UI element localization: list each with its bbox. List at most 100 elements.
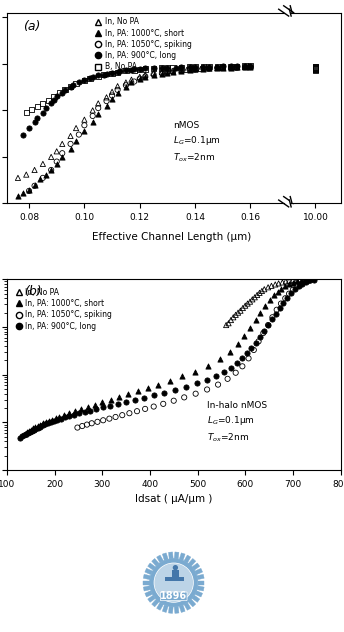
Point — [165, 63, 170, 73]
Point — [313, 63, 318, 73]
Point — [228, 315, 234, 325]
Point — [247, 296, 253, 307]
Point — [73, 123, 79, 133]
Point — [96, 70, 101, 80]
Point — [68, 131, 73, 141]
Point — [142, 72, 148, 82]
Point — [48, 417, 53, 427]
Point — [96, 109, 101, 119]
Point — [23, 169, 29, 179]
Point — [165, 67, 170, 77]
Point — [251, 345, 257, 355]
Point — [96, 99, 101, 109]
Point — [118, 66, 123, 76]
Point — [42, 419, 48, 429]
Point — [215, 61, 220, 71]
Point — [123, 80, 129, 90]
Polygon shape — [174, 606, 179, 614]
Polygon shape — [162, 553, 168, 561]
Point — [201, 61, 206, 71]
Point — [183, 382, 189, 392]
Point — [32, 181, 37, 191]
Point — [300, 279, 305, 289]
Polygon shape — [145, 591, 153, 597]
Point — [286, 276, 292, 286]
Point — [278, 298, 284, 308]
Point — [62, 85, 68, 95]
Point — [68, 82, 73, 92]
Point — [313, 63, 318, 73]
Point — [33, 422, 38, 432]
Point — [165, 66, 170, 76]
Point — [137, 64, 142, 75]
Point — [206, 61, 212, 71]
Point — [137, 64, 142, 74]
Point — [220, 63, 226, 73]
Point — [313, 65, 318, 75]
Point — [142, 404, 148, 414]
Point — [302, 275, 307, 285]
Point — [26, 123, 32, 133]
Point — [151, 401, 157, 411]
Polygon shape — [143, 574, 151, 580]
Point — [123, 77, 129, 87]
Polygon shape — [192, 563, 200, 570]
Point — [45, 418, 51, 428]
Point — [234, 62, 239, 72]
Point — [172, 385, 178, 395]
Point — [283, 276, 289, 286]
Point — [286, 289, 292, 299]
Point — [213, 371, 219, 381]
Point — [296, 281, 301, 291]
Point — [129, 77, 134, 87]
Polygon shape — [143, 581, 150, 585]
Polygon shape — [184, 602, 191, 611]
Point — [294, 282, 300, 292]
Point — [288, 288, 294, 298]
Point — [115, 85, 120, 95]
Point — [109, 94, 115, 104]
Point — [43, 169, 49, 179]
Point — [215, 63, 220, 73]
Point — [179, 66, 184, 76]
Point — [26, 185, 32, 195]
Point — [129, 75, 134, 85]
Point — [248, 62, 253, 72]
Point — [40, 173, 46, 183]
Polygon shape — [157, 602, 163, 611]
Point — [27, 427, 33, 437]
Point — [239, 353, 245, 363]
Point — [19, 431, 25, 441]
Point — [75, 423, 80, 433]
Point — [233, 368, 238, 378]
Point — [201, 61, 206, 71]
Point — [205, 362, 211, 372]
Point — [32, 165, 37, 175]
Point — [284, 293, 290, 303]
Polygon shape — [143, 586, 151, 591]
Point — [302, 277, 307, 288]
Point — [73, 136, 79, 146]
Point — [253, 337, 258, 348]
Point — [179, 63, 184, 73]
Point — [261, 326, 267, 336]
Point — [257, 332, 263, 342]
Point — [313, 62, 318, 72]
Point — [96, 71, 101, 82]
Point — [262, 301, 268, 311]
Point — [250, 295, 255, 305]
Point — [100, 403, 106, 413]
Point — [90, 111, 95, 121]
Point — [115, 88, 120, 98]
Point — [37, 174, 43, 185]
Point — [51, 416, 57, 426]
X-axis label: Idsat ( μA/μm ): Idsat ( μA/μm ) — [135, 494, 212, 504]
Point — [192, 367, 198, 377]
Polygon shape — [162, 605, 168, 612]
Point — [215, 61, 220, 71]
Point — [303, 277, 309, 287]
Point — [92, 399, 98, 410]
Point — [244, 348, 249, 358]
Point — [192, 64, 198, 75]
Point — [49, 165, 54, 175]
